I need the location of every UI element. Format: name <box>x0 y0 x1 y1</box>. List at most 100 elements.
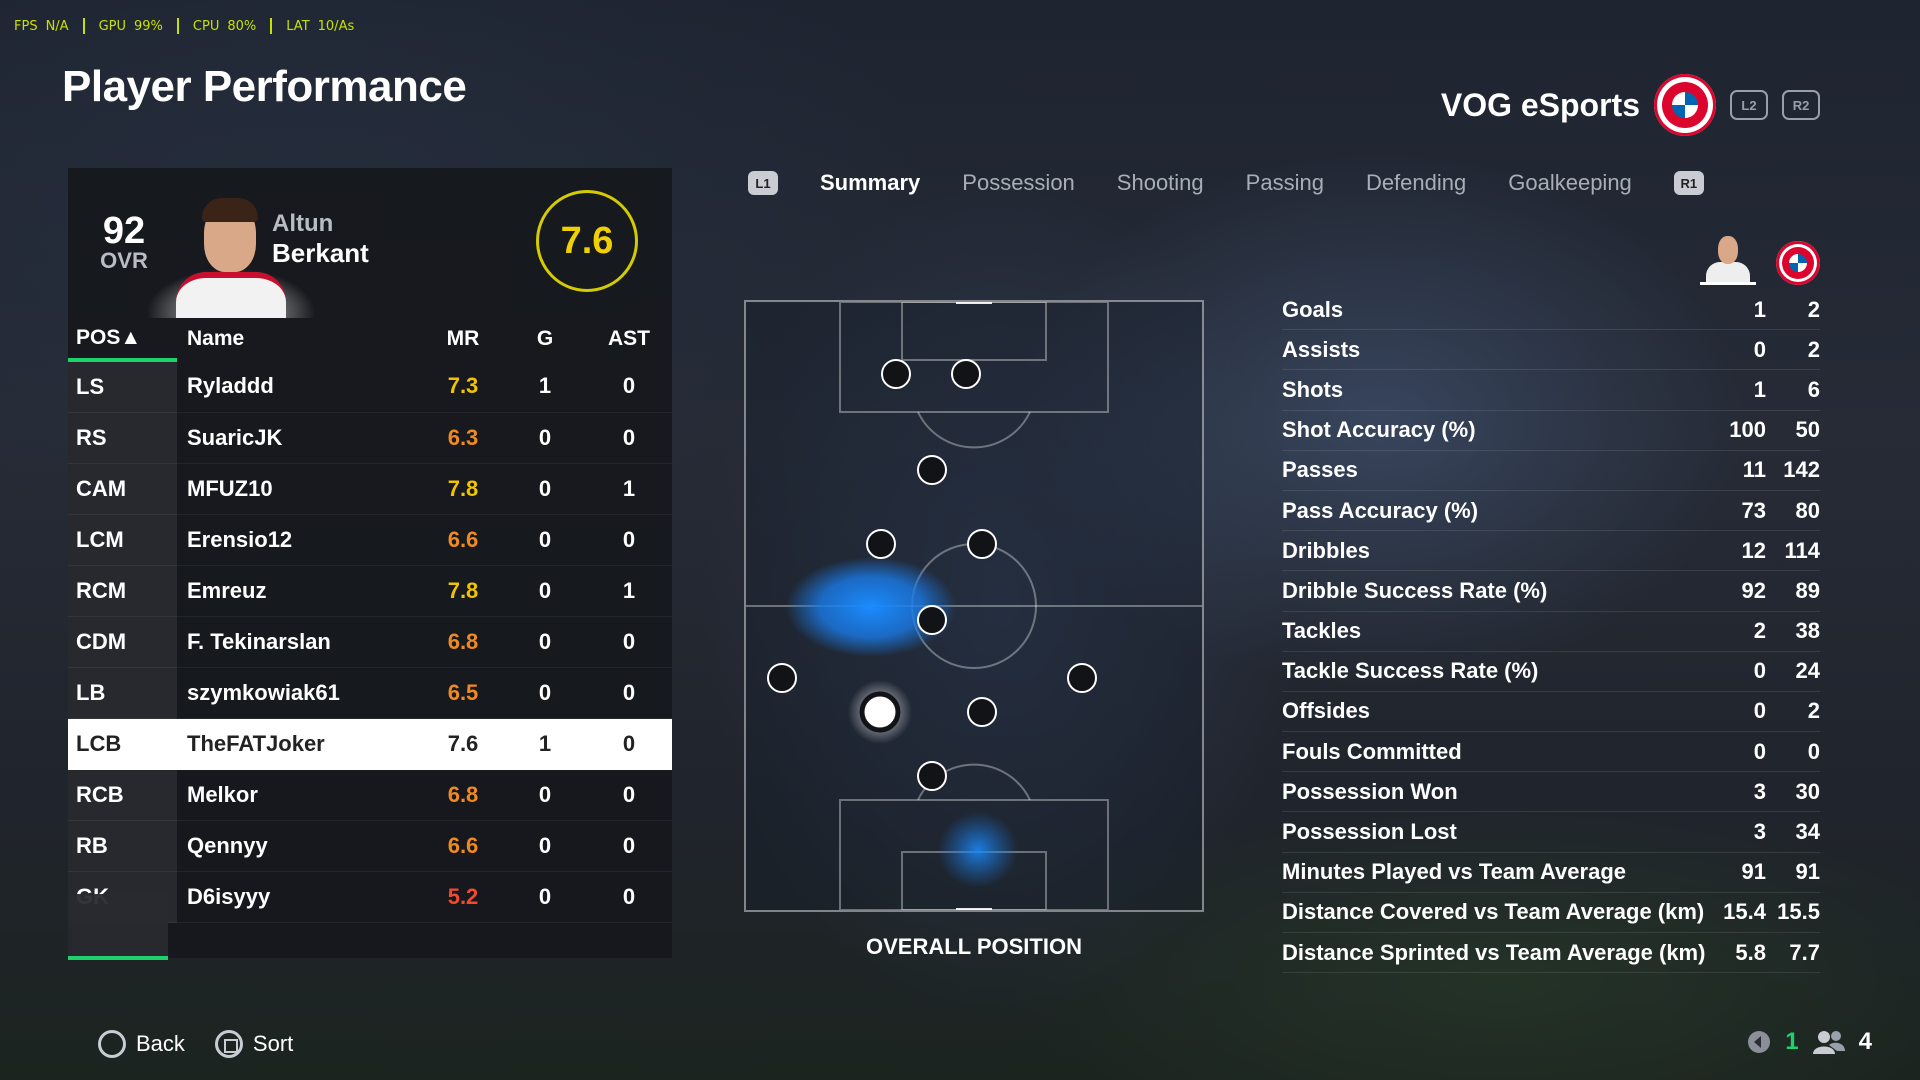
player-goals: 0 <box>504 871 586 923</box>
marker-rcm[interactable] <box>967 529 997 559</box>
pos-column-footer <box>68 894 168 960</box>
stat-label: Pass Accuracy (%) <box>1282 497 1479 523</box>
back-label: Back <box>136 1031 185 1056</box>
player-name: F. Tekinarslan <box>177 616 422 668</box>
player-assists: 0 <box>586 769 672 821</box>
player-match-rating: 5.2 <box>422 871 504 923</box>
stat-player-value: 5.8 <box>1735 939 1766 965</box>
marker-cdm[interactable] <box>917 605 947 635</box>
user-count: 4 <box>1858 1028 1872 1055</box>
footer-indicators: 1 4 <box>1747 1028 1872 1056</box>
marker-lcm[interactable] <box>866 529 896 559</box>
r2-button[interactable]: R2 <box>1782 90 1820 120</box>
player-match-rating: 7.8 <box>422 565 504 617</box>
footer-controls: Back Sort <box>98 1030 293 1058</box>
player-match-rating: 7.8 <box>422 463 504 515</box>
roster-row-cam[interactable]: CAM MFUZ10 7.8 0 1 <box>68 463 672 515</box>
tab-list: Summary Possession Shooting Passing Defendin… <box>820 170 1632 196</box>
stat-player-value: 0 <box>1753 738 1766 764</box>
marker-gk[interactable] <box>917 761 947 791</box>
users-icon <box>1812 1031 1845 1054</box>
team-name: VOG eSports <box>1440 86 1640 123</box>
stat-label: Possession Won <box>1282 778 1458 804</box>
player-goals: 0 <box>504 463 586 515</box>
stats-tabs: L1 Summary Possession Shooting Passing Defen… <box>748 170 1704 196</box>
roster-row-rcb[interactable]: RCB Melkor 6.8 0 0 <box>68 769 672 821</box>
stat-player-value: 15.4 <box>1723 899 1766 925</box>
player-match-rating: 6.3 <box>422 412 504 464</box>
mr-column-header[interactable]: MR <box>446 327 480 350</box>
player-position: RCB <box>68 769 177 821</box>
controller-count: 1 <box>1785 1028 1799 1055</box>
player-assists: 1 <box>586 463 672 515</box>
stat-label: Distance Covered vs Team Average (km) <box>1282 899 1705 925</box>
stat-label: Offsides <box>1282 698 1371 724</box>
player-match-rating: 6.5 <box>422 667 504 719</box>
stat-label: Assists <box>1282 336 1361 362</box>
roster-row-lb[interactable]: LB szymkowiak61 6.5 0 0 <box>68 667 672 719</box>
l2-button[interactable]: L2 <box>1730 90 1768 120</box>
stat-label: Distance Sprinted vs Team Average (km) <box>1282 939 1706 965</box>
stat-player-value: 1 <box>1753 376 1766 402</box>
tab-defending[interactable]: Defending <box>1365 170 1467 195</box>
player-last-name: Berkant <box>272 238 369 268</box>
pos-column-header[interactable]: POS▲ <box>68 318 177 362</box>
player-position: LCB <box>68 718 177 770</box>
lat-value: 10/As <box>317 18 355 34</box>
stat-row: Tackle Success Rate (%) 0 24 <box>1282 652 1820 692</box>
cpu-label: CPU <box>192 18 220 34</box>
roster-table: POS▲ Name MR G AST LS Ryladdd 7.3 1 0 RS Suari… <box>68 318 672 923</box>
stat-team-value: 2 <box>1807 336 1820 362</box>
assists-column-header[interactable]: AST <box>608 327 650 350</box>
player-goals: 0 <box>504 667 586 719</box>
stat-label: Dribbles <box>1282 537 1371 563</box>
roster-row-rb[interactable]: RB Qennyy 6.6 0 0 <box>68 820 672 872</box>
square-button-icon <box>214 1030 243 1058</box>
marker-rs[interactable] <box>951 359 981 389</box>
player-portrait <box>146 198 316 318</box>
gpu-value: 99% <box>134 18 163 34</box>
marker-rb[interactable] <box>1067 663 1097 693</box>
stat-player-value: 0 <box>1753 336 1766 362</box>
marker-lcb[interactable] <box>859 691 901 733</box>
stat-team-value: 7.7 <box>1789 939 1820 965</box>
marker-ls[interactable] <box>881 359 911 389</box>
r1-button[interactable]: R1 <box>1673 171 1704 195</box>
player-name: MFUZ10 <box>177 463 422 515</box>
marker-cam[interactable] <box>917 455 947 485</box>
player-position: RS <box>68 412 177 464</box>
marker-lb[interactable] <box>767 663 797 693</box>
player-name: Erensio12 <box>177 514 422 566</box>
name-column-header[interactable]: Name <box>187 327 245 350</box>
roster-row-ls[interactable]: LS Ryladdd 7.3 1 0 <box>68 360 672 413</box>
tab-possession[interactable]: Possession <box>962 170 1075 195</box>
tab-shooting[interactable]: Shooting <box>1116 170 1204 195</box>
tab-passing[interactable]: Passing <box>1245 170 1324 195</box>
stat-label: Fouls Committed <box>1282 738 1462 764</box>
stat-row: Distance Sprinted vs Team Average (km) 5.… <box>1282 933 1820 974</box>
club-crest-icon <box>1654 74 1716 136</box>
stat-row: Assists 0 2 <box>1282 330 1820 371</box>
player-name: TheFATJoker <box>177 718 422 770</box>
roster-row-rcm[interactable]: RCM Emreuz 7.8 0 1 <box>68 565 672 617</box>
roster-row-cdm[interactable]: CDM F. Tekinarslan 6.8 0 0 <box>68 616 672 668</box>
goals-column-header[interactable]: G <box>536 327 554 350</box>
sort-button[interactable]: Sort <box>214 1030 293 1058</box>
stat-team-value: 38 <box>1795 618 1820 644</box>
tab-goalkeeping[interactable]: Goalkeeping <box>1508 170 1632 195</box>
player-position: RCM <box>68 565 177 617</box>
back-button[interactable]: Back <box>98 1030 185 1058</box>
stat-row: Shots 1 6 <box>1282 370 1820 411</box>
roster-row-lcm[interactable]: LCM Erensio12 6.6 0 0 <box>68 514 672 566</box>
player-ovr-label: OVR <box>100 248 148 273</box>
controller-icon <box>1748 1031 1771 1053</box>
tab-summary[interactable]: Summary <box>820 170 921 195</box>
roster-row-lcb[interactable]: LCB TheFATJoker 7.6 1 0 <box>68 718 672 770</box>
stat-team-value: 30 <box>1795 778 1820 804</box>
player-goals: 0 <box>504 616 586 668</box>
l1-button[interactable]: L1 <box>748 171 778 195</box>
player-match-rating: 6.6 <box>422 514 504 566</box>
roster-row-rs[interactable]: RS SuaricJK 6.3 0 0 <box>68 412 672 464</box>
marker-rcb[interactable] <box>967 697 997 727</box>
player-position: CAM <box>68 463 177 515</box>
